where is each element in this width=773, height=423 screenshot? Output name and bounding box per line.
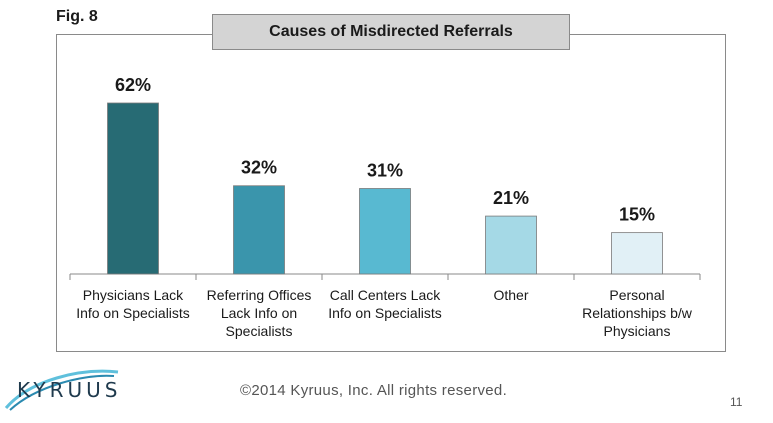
category-label: Physicians Lack Info on Specialists [76, 287, 190, 321]
figure-label: Fig. 8 [56, 8, 98, 25]
data-label: 15% [619, 205, 655, 225]
page-number: 11 [730, 395, 743, 409]
bar [107, 102, 159, 275]
data-label: 32% [241, 158, 277, 178]
logo-text: KYRUUS [17, 378, 122, 402]
kyruus-logo-swoosh-icon [4, 369, 119, 411]
data-label: 31% [367, 161, 403, 181]
category-label: Personal Relationships b/w Physicians [582, 287, 693, 339]
chart-title: Causes of Misdirected Referrals [212, 14, 570, 50]
category-label: Referring Offices Lack Info on Specialists [207, 287, 312, 339]
bar [611, 232, 663, 275]
category-label: Call Centers Lack Info on Specialists [328, 287, 442, 321]
data-label: 62% [115, 75, 151, 95]
copyright-footer: ©2014 Kyruus, Inc. All rights reserved. [240, 382, 508, 399]
bar [485, 215, 537, 275]
bar [233, 185, 285, 275]
bar [359, 188, 411, 275]
category-label: Other [493, 287, 528, 303]
data-label: 21% [493, 188, 529, 208]
